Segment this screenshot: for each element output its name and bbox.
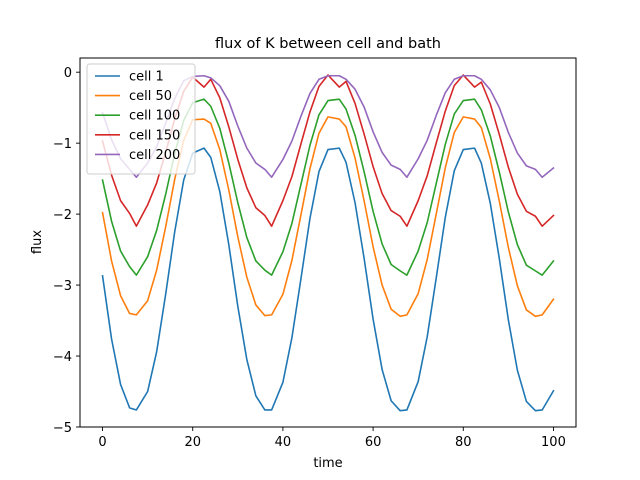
- x-tick-label: 0: [98, 435, 106, 450]
- legend-box: [86, 63, 196, 175]
- legend-label: cell 150: [129, 128, 180, 143]
- y-tick-label: −5: [53, 421, 72, 436]
- legend: cell 1 cell 50 cell 100 cell 150 cell 200: [86, 63, 196, 175]
- x-tick-label: 80: [455, 435, 472, 450]
- x-tick-label: 40: [275, 435, 292, 450]
- y-tick-label: −4: [53, 350, 72, 365]
- series-line-cell-1: [101, 147, 555, 412]
- x-axis-label: time: [313, 456, 342, 471]
- y-tick-label: −1: [53, 137, 72, 152]
- chart-title: flux of K between cell and bath: [215, 36, 441, 52]
- axis-ticks: 0 20 40 60 80 100 −5 −4 −3 −2 −1 0: [53, 66, 566, 450]
- y-tick-label: −2: [53, 208, 72, 223]
- x-tick-label: 60: [365, 435, 382, 450]
- legend-label: cell 100: [129, 109, 180, 124]
- x-tick-label: 20: [184, 435, 201, 450]
- y-axis-label: flux: [30, 230, 45, 254]
- legend-label: cell 1: [129, 70, 164, 85]
- y-tick-label: −3: [53, 279, 72, 294]
- legend-label: cell 50: [129, 89, 172, 104]
- x-tick-label: 100: [541, 435, 566, 450]
- plot-frame: [79, 57, 577, 428]
- y-tick-label: 0: [64, 66, 72, 81]
- legend-label: cell 200: [129, 148, 180, 163]
